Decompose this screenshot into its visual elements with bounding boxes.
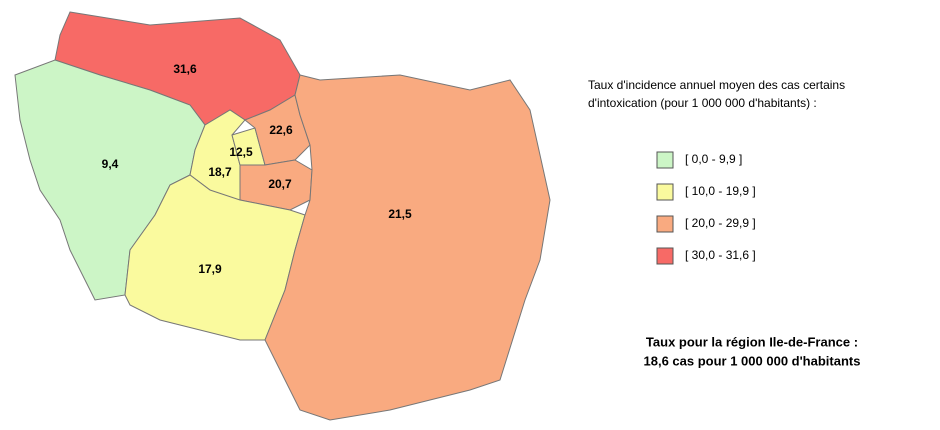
region-note: 18,6 cas pour 1 000 000 d'habitants bbox=[644, 353, 861, 368]
legend-swatch bbox=[656, 183, 674, 201]
legend-label: [ 10,0 - 19,9 ] bbox=[685, 184, 756, 198]
region-label: 12,5 bbox=[229, 145, 253, 159]
region-label: 17,9 bbox=[198, 262, 222, 276]
legend: Taux d'incidence annuel moyen des cas ce… bbox=[588, 78, 860, 368]
region bbox=[264, 74, 551, 421]
legend-label: [ 20,0 - 29,9 ] bbox=[685, 216, 756, 230]
legend-title: Taux d'incidence annuel moyen des cas ce… bbox=[588, 78, 845, 92]
region-label: 22,6 bbox=[269, 123, 293, 137]
region-label: 31,6 bbox=[173, 62, 197, 76]
legend-swatch bbox=[656, 247, 674, 265]
region-label: 18,7 bbox=[208, 165, 232, 179]
region-note: Taux pour la région Ile-de-France : bbox=[646, 334, 858, 349]
region-label: 20,7 bbox=[268, 177, 292, 191]
legend-swatch bbox=[656, 151, 674, 169]
map: 31,6 9,4 18,7 12,5 22,6 20,7 17,9 21,5 bbox=[14, 11, 551, 421]
legend-swatch bbox=[656, 215, 674, 233]
region-label: 21,5 bbox=[388, 207, 412, 221]
legend-label: [ 30,0 - 31,6 ] bbox=[685, 248, 756, 262]
legend-label: [ 0,0 - 9,9 ] bbox=[685, 152, 742, 166]
region-label: 9,4 bbox=[102, 157, 119, 171]
legend-title: d'intoxication (pour 1 000 000 d'habitan… bbox=[588, 96, 817, 110]
